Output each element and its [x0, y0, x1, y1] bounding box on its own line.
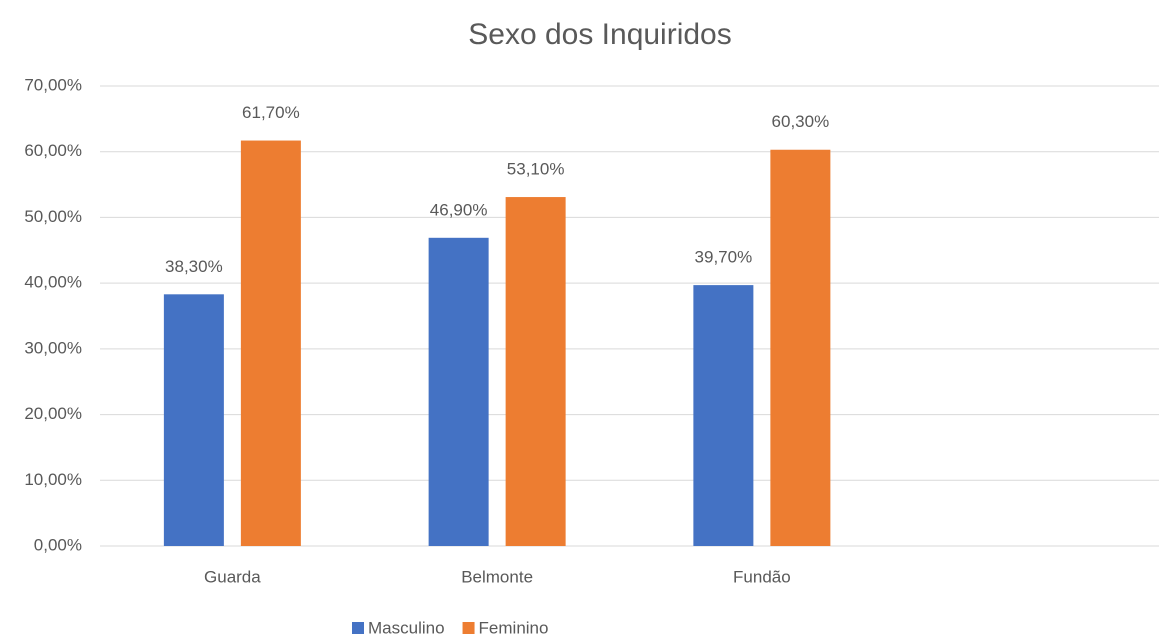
bar — [505, 197, 566, 547]
y-tick-label: 20,00% — [24, 404, 82, 423]
y-tick-label: 50,00% — [24, 207, 82, 226]
data-label: 60,30% — [772, 112, 830, 131]
x-tick-label: Fundão — [733, 567, 791, 586]
y-tick-label: 10,00% — [24, 470, 82, 489]
legend-label: Masculino — [368, 618, 445, 637]
data-label: 38,30% — [165, 257, 223, 276]
bar — [163, 294, 224, 546]
y-tick-label: 30,00% — [24, 338, 82, 357]
legend-swatch — [352, 622, 364, 634]
bar — [770, 149, 831, 546]
bar — [693, 285, 754, 546]
x-tick-label: Belmonte — [461, 567, 533, 586]
y-tick-label: 70,00% — [24, 75, 82, 94]
legend-swatch — [462, 622, 475, 634]
y-tick-label: 60,00% — [24, 141, 82, 160]
data-label: 46,90% — [430, 200, 488, 219]
y-tick-label: 40,00% — [24, 273, 82, 292]
data-label: 53,10% — [507, 160, 565, 179]
bar — [240, 140, 301, 547]
y-tick-label: 0,00% — [34, 535, 82, 554]
data-label: 61,70% — [242, 103, 300, 122]
chart-title: Sexo dos Inquiridos — [468, 18, 732, 51]
legend-label: Feminino — [479, 618, 549, 637]
bar — [428, 237, 489, 547]
x-tick-label: Guarda — [204, 567, 261, 586]
data-label: 39,70% — [695, 248, 753, 267]
